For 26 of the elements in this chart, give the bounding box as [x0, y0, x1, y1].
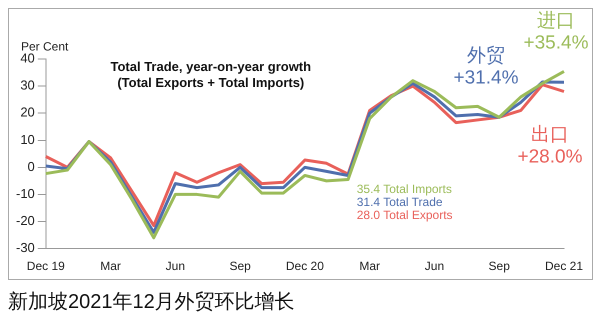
y-tick-label: -10: [16, 186, 35, 202]
y-tick-label: 10: [20, 132, 35, 147]
text: 新加坡2021年12月外贸环比增长: [8, 290, 296, 315]
text: Total Trade, year-on-year growth (Total Exports + Total Imports): [110, 59, 312, 90]
x-tick-label: Jun: [166, 259, 186, 274]
y-tick-label: -20: [16, 213, 35, 228]
x-tick-label: Sep: [488, 259, 510, 274]
y-axis-title: Per Cent: [21, 39, 70, 54]
text: 28.0 Total Exports: [356, 208, 453, 222]
x-tick-label: Mar: [359, 259, 380, 274]
annotation: 外贸 +31.4%: [454, 46, 519, 89]
annotation: 进口 +35.4%: [524, 10, 589, 54]
series-label: 35.4 Total Imports: [356, 182, 452, 196]
x-tick-label: Dec 21: [544, 259, 584, 274]
x-tick-label: Mar: [100, 259, 121, 274]
y-tick-label: 20: [20, 104, 35, 120]
x-tick-label: Sep: [229, 259, 252, 274]
x-tick-label: Dec 19: [26, 259, 66, 274]
y-tick-label: -30: [16, 240, 35, 256]
y-tick-label: 0: [28, 158, 35, 174]
y-tick-label: 40: [20, 50, 35, 66]
x-tick-label: Dec 20: [286, 259, 324, 274]
x-tick-label: Jun: [424, 259, 444, 274]
y-tick-label: 30: [20, 78, 35, 93]
annotation: 出口 +28.0%: [518, 124, 583, 168]
series-label: 31.4 Total Trade: [356, 194, 443, 209]
